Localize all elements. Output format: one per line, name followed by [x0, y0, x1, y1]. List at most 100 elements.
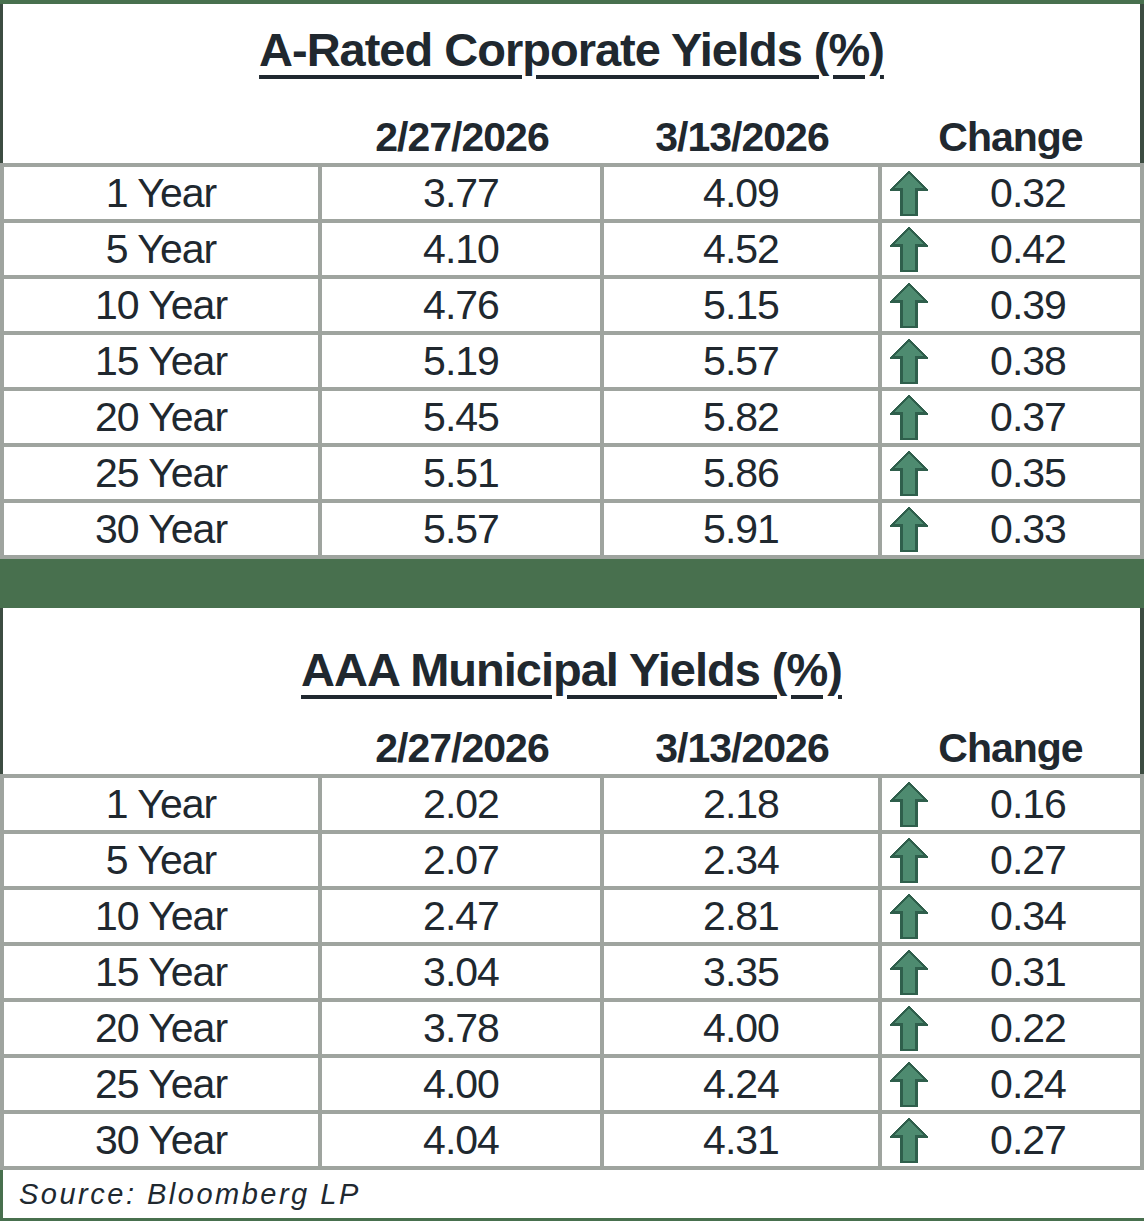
up-arrow-icon [890, 894, 928, 939]
table-row: 15 Year 3.04 3.35 0.31 [4, 946, 1140, 1002]
source-note: Source: Bloomberg LP [0, 1170, 1144, 1218]
prev-yield-value: 3.04 [322, 946, 604, 998]
up-arrow-icon [890, 1006, 928, 1051]
table-row: 15 Year 5.19 5.57 0.38 [4, 335, 1140, 391]
change-cell: 0.32 [882, 167, 1140, 219]
maturity-label: 30 Year [4, 503, 322, 555]
column-header-prev-date: 2/27/2026 [321, 113, 603, 161]
change-cell: 0.38 [882, 335, 1140, 387]
curr-yield-value: 5.82 [604, 391, 882, 443]
table-title: AAA Municipal Yields (%) [3, 642, 1140, 697]
curr-yield-value: 4.52 [604, 223, 882, 275]
municipal-yields-table: 1 Year 2.02 2.18 0.16 5 Year 2.07 2.34 [0, 774, 1144, 1170]
up-arrow-icon [890, 507, 928, 552]
curr-yield-value: 4.00 [604, 1002, 882, 1054]
table-row: 20 Year 3.78 4.00 0.22 [4, 1002, 1140, 1058]
maturity-label: 15 Year [4, 335, 322, 387]
curr-yield-value: 3.35 [604, 946, 882, 998]
table-row: 10 Year 4.76 5.15 0.39 [4, 279, 1140, 335]
maturity-label: 1 Year [4, 778, 322, 830]
change-value: 0.33 [956, 503, 1066, 555]
corporate-yields-section: A-Rated Corporate Yields (%) 2/27/2026 3… [0, 4, 1144, 559]
change-cell: 0.35 [882, 447, 1140, 499]
up-arrow-icon [890, 1118, 928, 1163]
table-row: 20 Year 5.45 5.82 0.37 [4, 391, 1140, 447]
yield-tables-page: A-Rated Corporate Yields (%) 2/27/2026 3… [0, 0, 1144, 1221]
table-row: 10 Year 2.47 2.81 0.34 [4, 890, 1140, 946]
change-value: 0.38 [956, 335, 1066, 387]
curr-yield-value: 4.31 [604, 1114, 882, 1166]
maturity-label: 10 Year [4, 890, 322, 942]
maturity-label: 25 Year [4, 447, 322, 499]
change-value: 0.42 [956, 223, 1066, 275]
column-header-prev-date: 2/27/2026 [321, 724, 603, 772]
table-row: 1 Year 2.02 2.18 0.16 [4, 778, 1140, 834]
curr-yield-value: 5.91 [604, 503, 882, 555]
change-cell: 0.33 [882, 503, 1140, 555]
column-header-row: 2/27/2026 3/13/2026 Change [3, 724, 1140, 774]
change-value: 0.37 [956, 391, 1066, 443]
change-cell: 0.42 [882, 223, 1140, 275]
maturity-label: 15 Year [4, 946, 322, 998]
table-row: 1 Year 3.77 4.09 0.32 [4, 167, 1140, 223]
up-arrow-icon [890, 395, 928, 440]
change-value: 0.27 [956, 834, 1066, 886]
change-value: 0.16 [956, 778, 1066, 830]
separator-band [0, 559, 1144, 608]
column-header-curr-date: 3/13/2026 [603, 724, 881, 772]
column-header-change: Change [881, 724, 1140, 772]
prev-yield-value: 5.51 [322, 447, 604, 499]
municipal-yields-header-block: AAA Municipal Yields (%) 2/27/2026 3/13/… [0, 608, 1144, 774]
change-cell: 0.27 [882, 834, 1140, 886]
column-header-row: 2/27/2026 3/13/2026 Change [3, 113, 1140, 163]
prev-yield-value: 5.19 [322, 335, 604, 387]
change-value: 0.32 [956, 167, 1066, 219]
column-header-maturity [3, 724, 321, 772]
prev-yield-value: 4.04 [322, 1114, 604, 1166]
change-cell: 0.31 [882, 946, 1140, 998]
maturity-label: 25 Year [4, 1058, 322, 1110]
prev-yield-value: 4.10 [322, 223, 604, 275]
curr-yield-value: 5.57 [604, 335, 882, 387]
prev-yield-value: 5.45 [322, 391, 604, 443]
prev-yield-value: 4.00 [322, 1058, 604, 1110]
change-value: 0.34 [956, 890, 1066, 942]
corporate-yields-table: 1 Year 3.77 4.09 0.32 5 Year 4.10 4.52 [0, 163, 1144, 559]
municipal-yields-section: AAA Municipal Yields (%) 2/27/2026 3/13/… [0, 608, 1144, 1170]
curr-yield-value: 4.24 [604, 1058, 882, 1110]
up-arrow-icon [890, 950, 928, 995]
prev-yield-value: 3.78 [322, 1002, 604, 1054]
up-arrow-icon [890, 283, 928, 328]
up-arrow-icon [890, 227, 928, 272]
curr-yield-value: 2.81 [604, 890, 882, 942]
curr-yield-value: 5.86 [604, 447, 882, 499]
prev-yield-value: 2.07 [322, 834, 604, 886]
change-value: 0.39 [956, 279, 1066, 331]
change-cell: 0.22 [882, 1002, 1140, 1054]
table-row: 5 Year 4.10 4.52 0.42 [4, 223, 1140, 279]
table-row: 25 Year 4.00 4.24 0.24 [4, 1058, 1140, 1114]
maturity-label: 1 Year [4, 167, 322, 219]
maturity-label: 5 Year [4, 223, 322, 275]
change-value: 0.27 [956, 1114, 1066, 1166]
maturity-label: 5 Year [4, 834, 322, 886]
curr-yield-value: 5.15 [604, 279, 882, 331]
prev-yield-value: 3.77 [322, 167, 604, 219]
up-arrow-icon [890, 339, 928, 384]
column-header-curr-date: 3/13/2026 [603, 113, 881, 161]
column-header-maturity [3, 113, 321, 161]
up-arrow-icon [890, 171, 928, 216]
prev-yield-value: 4.76 [322, 279, 604, 331]
change-cell: 0.37 [882, 391, 1140, 443]
change-value: 0.31 [956, 946, 1066, 998]
up-arrow-icon [890, 782, 928, 827]
maturity-label: 30 Year [4, 1114, 322, 1166]
prev-yield-value: 2.47 [322, 890, 604, 942]
change-value: 0.22 [956, 1002, 1066, 1054]
change-cell: 0.16 [882, 778, 1140, 830]
table-row: 5 Year 2.07 2.34 0.27 [4, 834, 1140, 890]
table-row: 30 Year 5.57 5.91 0.33 [4, 503, 1140, 555]
table-row: 30 Year 4.04 4.31 0.27 [4, 1114, 1140, 1166]
table-row: 25 Year 5.51 5.86 0.35 [4, 447, 1140, 503]
change-value: 0.35 [956, 447, 1066, 499]
